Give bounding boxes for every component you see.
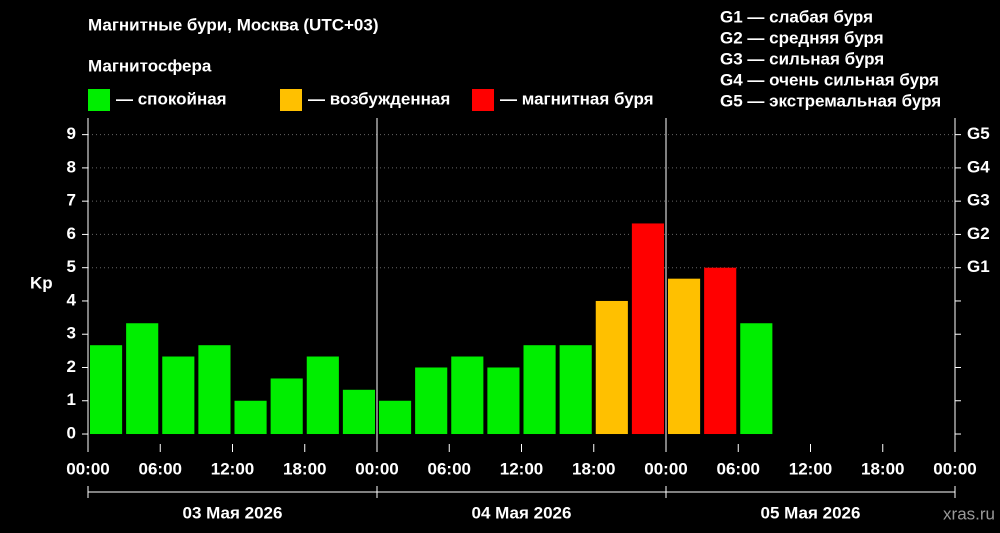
x-tick-label: 12:00 (789, 459, 832, 478)
date-label: 04 Мая 2026 (472, 503, 572, 522)
x-tick-label: 00:00 (644, 459, 687, 478)
y2-tick-label: G3 (967, 191, 990, 210)
bar (270, 378, 303, 435)
y-tick-label: 6 (67, 224, 76, 243)
y-tick-label: 5 (67, 257, 76, 276)
x-tick-label: 18:00 (283, 459, 326, 478)
bar (415, 367, 448, 435)
x-tick-label: 12:00 (500, 459, 543, 478)
x-tick-label: 18:00 (572, 459, 615, 478)
storm-scale-label: G2 — средняя буря (720, 28, 884, 47)
x-tick-label: 06:00 (428, 459, 471, 478)
bar (704, 267, 737, 435)
y-tick-label: 8 (67, 157, 76, 176)
legend-label: — магнитная буря (500, 89, 654, 108)
bar (379, 400, 412, 435)
bar (740, 323, 773, 435)
bar (90, 345, 123, 435)
bar (559, 345, 592, 435)
legend-label: — возбужденная (308, 89, 450, 108)
storm-scale-label: G3 — сильная буря (720, 49, 884, 68)
y-tick-label: 9 (67, 124, 76, 143)
y-tick-label: 3 (67, 324, 76, 343)
legend-label: — спокойная (116, 89, 227, 108)
legend-swatch (280, 89, 302, 111)
x-tick-label: 00:00 (355, 459, 398, 478)
bar (487, 367, 520, 435)
bar (342, 389, 375, 435)
bar (668, 278, 701, 435)
y2-tick-label: G2 (967, 224, 990, 243)
bar (234, 400, 267, 435)
y-tick-label: 1 (67, 390, 76, 409)
bar (162, 356, 195, 435)
y2-tick-label: G4 (967, 157, 990, 176)
bar (631, 223, 664, 435)
y2-tick-label: G5 (967, 124, 990, 143)
x-tick-label: 18:00 (861, 459, 904, 478)
y-tick-label: 4 (67, 290, 77, 309)
bar (198, 345, 231, 435)
y-tick-label: 2 (67, 357, 76, 376)
bar (523, 345, 556, 435)
bar (451, 356, 484, 435)
chart-title: Магнитные бури, Москва (UTC+03) (88, 15, 379, 34)
x-tick-label: 12:00 (211, 459, 254, 478)
legend-swatch (88, 89, 110, 111)
x-tick-label: 06:00 (139, 459, 182, 478)
bar (595, 300, 628, 435)
storm-scale-label: G1 — слабая буря (720, 7, 873, 26)
legend-title: Магнитосфера (88, 56, 212, 75)
bar (126, 323, 159, 435)
y-axis-label: Kp (30, 273, 53, 292)
bar (306, 356, 339, 435)
y-tick-label: 0 (67, 424, 76, 443)
x-tick-label: 00:00 (933, 459, 976, 478)
date-label: 03 Мая 2026 (183, 503, 283, 522)
y2-tick-label: G1 (967, 257, 990, 276)
storm-scale-label: G4 — очень сильная буря (720, 70, 939, 89)
storm-scale-label: G5 — экстремальная буря (720, 91, 941, 110)
y-tick-label: 7 (67, 191, 76, 210)
x-tick-label: 06:00 (717, 459, 760, 478)
watermark: xras.ru (943, 504, 995, 523)
legend-swatch (472, 89, 494, 111)
date-label: 05 Мая 2026 (761, 503, 861, 522)
x-tick-label: 00:00 (66, 459, 109, 478)
